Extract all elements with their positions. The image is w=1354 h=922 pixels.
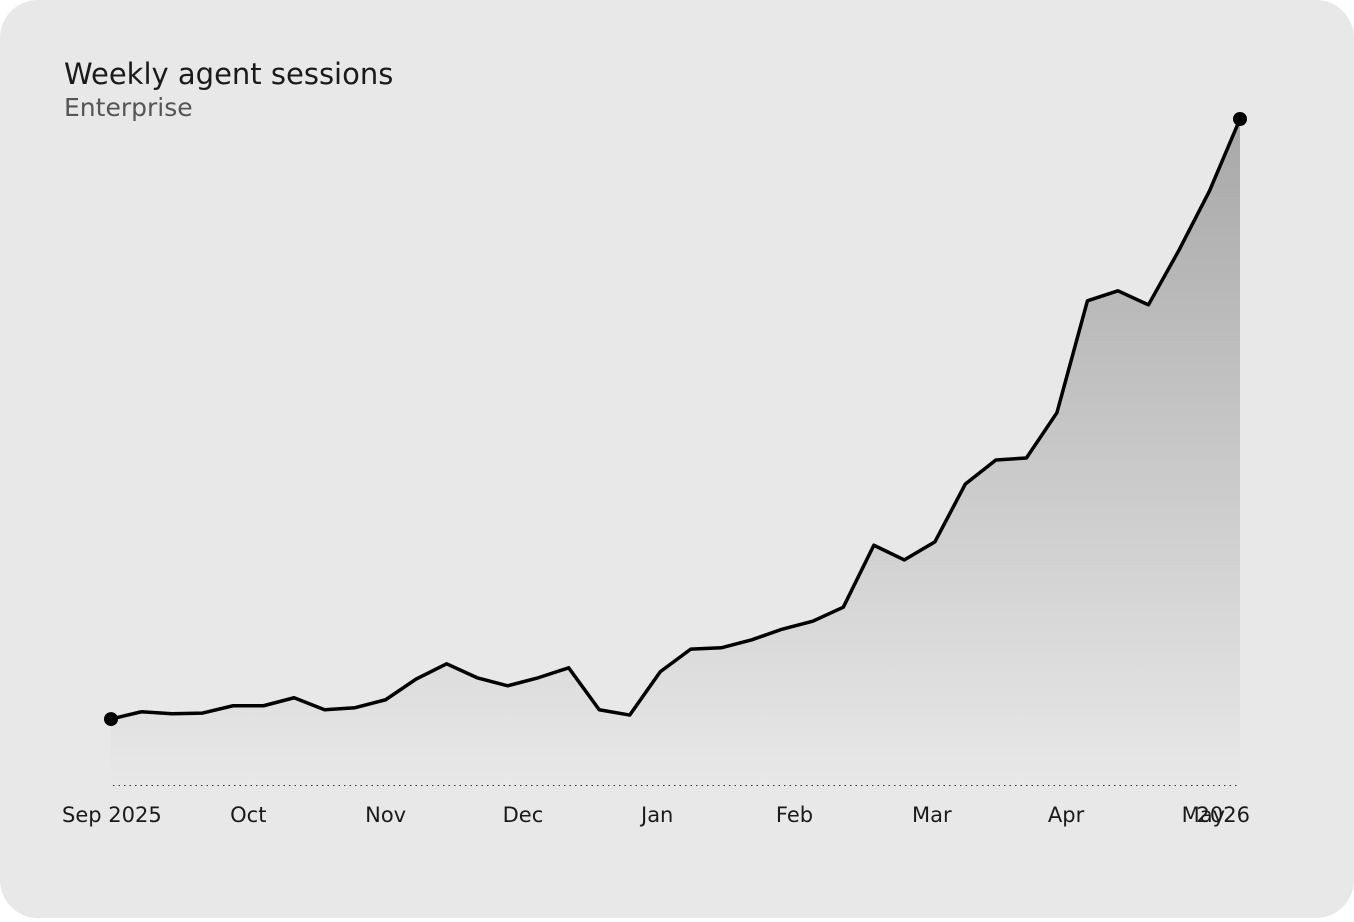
x-tick-label: Apr	[1048, 803, 1085, 827]
x-tick-label: Sep 2025	[62, 803, 162, 827]
x-tick-label: Mar	[912, 803, 952, 827]
chart-subtitle: Enterprise	[64, 93, 193, 122]
x-tick-label: Oct	[230, 803, 266, 827]
x-tick-label: Dec	[503, 803, 544, 827]
x-year-label: 2026	[1197, 803, 1250, 827]
chart-title: Weekly agent sessions	[64, 57, 393, 91]
end-dot	[104, 712, 118, 727]
end-dot	[1233, 112, 1247, 126]
x-tick-label: Nov	[365, 803, 406, 827]
area	[111, 119, 1240, 785]
line	[110, 118, 1242, 721]
x-tick-label: Feb	[776, 803, 813, 827]
x-tick-label: May	[1182, 803, 1225, 827]
x-tick-label: Jan	[639, 803, 673, 827]
